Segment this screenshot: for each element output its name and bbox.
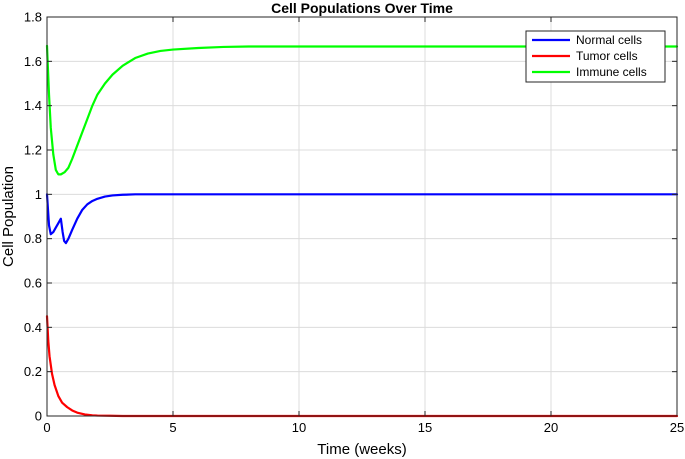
y-tick-label: 0.2: [24, 364, 42, 379]
y-tick-label: 1.6: [24, 54, 42, 69]
legend-label-immune-cells: Immune cells: [576, 65, 647, 79]
x-tick-label: 10: [292, 420, 306, 435]
x-tick-label: 25: [670, 420, 684, 435]
x-tick-label: 20: [544, 420, 558, 435]
y-tick-label: 1.4: [24, 98, 42, 113]
y-tick-label: 0.4: [24, 320, 42, 335]
x-tick-label: 5: [169, 420, 176, 435]
x-tick-label: 0: [43, 420, 50, 435]
y-axis-label: Cell Population: [0, 166, 17, 267]
legend-label-normal-cells: Normal cells: [576, 33, 642, 47]
plot-frame: [46, 16, 678, 417]
grid: [46, 16, 678, 417]
x-axis-label: Time (weeks): [317, 441, 406, 458]
x-tick-label: 15: [418, 420, 432, 435]
y-tick-label: 0.8: [24, 231, 42, 246]
legend: Normal cells Tumor cells Immune cells: [525, 30, 666, 83]
legend-label-tumor-cells: Tumor cells: [576, 49, 638, 63]
y-tick-label: 0: [35, 409, 42, 424]
series-line-normal-cells: [45, 193, 679, 245]
series-line-immune-cells: [45, 44, 679, 176]
y-tick-label: 1.8: [24, 10, 42, 25]
ticks: [46, 16, 678, 417]
y-tick-label: 0.6: [24, 276, 42, 291]
y-tick-label: 1: [35, 187, 42, 202]
chart-title: Cell Populations Over Time: [271, 0, 453, 16]
tick-labels: 0 5 10 15 20 25 0 0.2 0.4 0.6 0.8 1 1.2 1.4 1.6 1.8: [24, 10, 684, 436]
y-tick-label: 1.2: [24, 143, 42, 158]
